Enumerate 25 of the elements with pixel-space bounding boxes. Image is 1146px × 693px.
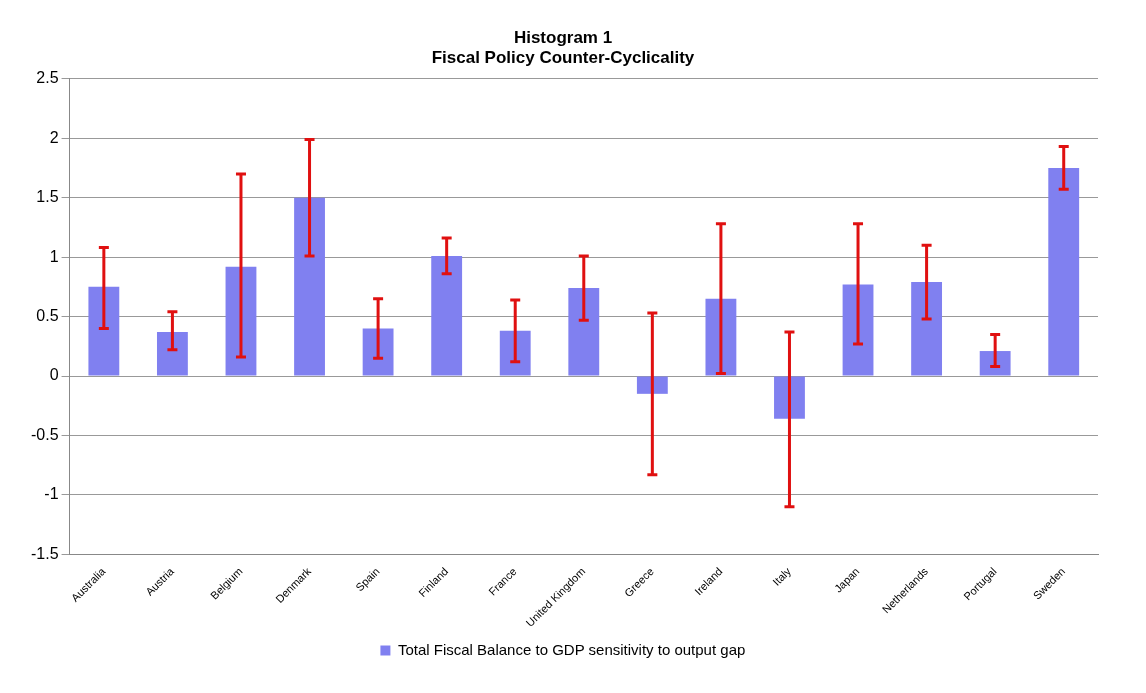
y-tick-label: 1 xyxy=(49,247,59,265)
bar xyxy=(431,255,463,376)
y-tick-label: 0.5 xyxy=(36,306,59,324)
bar xyxy=(979,351,1011,376)
y-tick-label: -1.5 xyxy=(30,544,59,562)
text: Histogram 1 xyxy=(513,27,613,47)
legend-label: Total Fiscal Balance to GDP sensitivity to output gap xyxy=(397,640,746,658)
bar xyxy=(88,286,120,376)
bar xyxy=(294,197,325,376)
y-tick-label: 2 xyxy=(49,128,59,146)
y-tick-label: 2.5 xyxy=(36,69,59,87)
y-tick-label: 0 xyxy=(49,366,59,384)
bar xyxy=(362,328,394,376)
bar xyxy=(499,330,531,376)
x-tick-label: Italy xyxy=(770,564,794,588)
bar xyxy=(1048,167,1080,376)
y-tick-label: -1 xyxy=(44,485,59,503)
bar xyxy=(156,332,188,376)
y-tick-label: -0.5 xyxy=(30,425,59,443)
bar xyxy=(911,282,943,376)
text: Fiscal Policy Counter-Cyclicality xyxy=(431,48,695,68)
y-tick-label: 1.5 xyxy=(36,188,59,206)
bar xyxy=(568,288,600,376)
bar xyxy=(774,376,805,419)
bar xyxy=(842,284,874,376)
